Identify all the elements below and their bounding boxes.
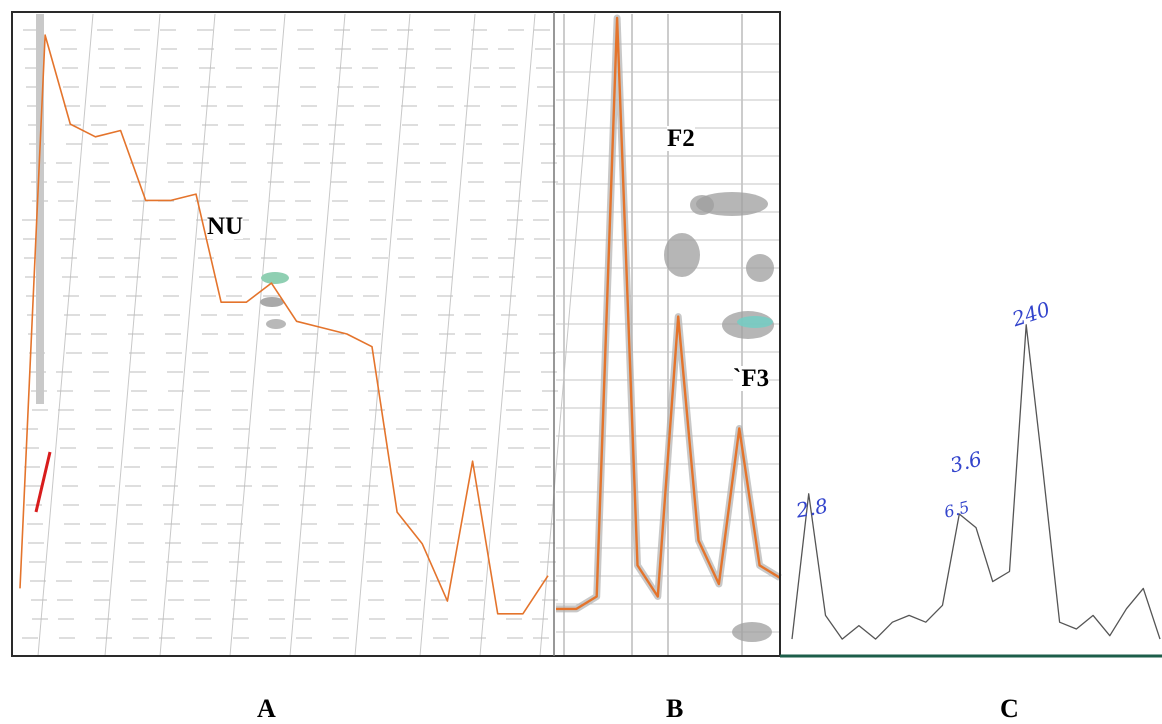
panel-b-spot <box>737 316 773 328</box>
panel-b-spot <box>690 195 714 215</box>
panel-a-grid-line <box>539 13 596 657</box>
panel-b-trace <box>556 16 781 611</box>
panel-b-spot <box>732 622 772 642</box>
panel-a-label-nu: NU <box>207 213 244 240</box>
panel-a-red-mark <box>34 451 52 513</box>
panel-a-grid-line <box>229 13 286 657</box>
panel-a-grid-line <box>159 13 216 657</box>
traces <box>19 14 1161 640</box>
decor <box>34 14 774 642</box>
panel-b-label-f3: `F3 <box>733 365 770 392</box>
panel-b-letter: B <box>666 694 684 723</box>
panel-b-label-f2: F2 <box>667 125 695 152</box>
panel-c-trace <box>791 324 1161 640</box>
frames <box>11 11 1162 658</box>
panel-a-trace <box>19 34 549 615</box>
panel-a-spot <box>260 297 284 307</box>
panel-a-spot <box>261 272 289 284</box>
panel-c-letter: C <box>1000 694 1019 723</box>
panel-b-spot <box>664 233 700 277</box>
panels-ab-frame <box>11 11 781 657</box>
panel-a-grid-line <box>479 13 536 657</box>
panel-a-spot <box>266 319 286 329</box>
panel-a-letter: A <box>257 694 276 723</box>
panel-a-edge-bar <box>36 14 44 404</box>
panel-a-grid-line <box>354 13 411 657</box>
panel-a-grid-line <box>37 13 94 657</box>
panel-a-grid-line <box>419 13 476 657</box>
panel-a-grid-line <box>104 13 161 657</box>
panel-b-spot <box>746 254 774 282</box>
panel-b-spot <box>696 192 768 216</box>
panel-a-grid <box>22 13 596 657</box>
panel-a-grid-line <box>289 13 346 657</box>
